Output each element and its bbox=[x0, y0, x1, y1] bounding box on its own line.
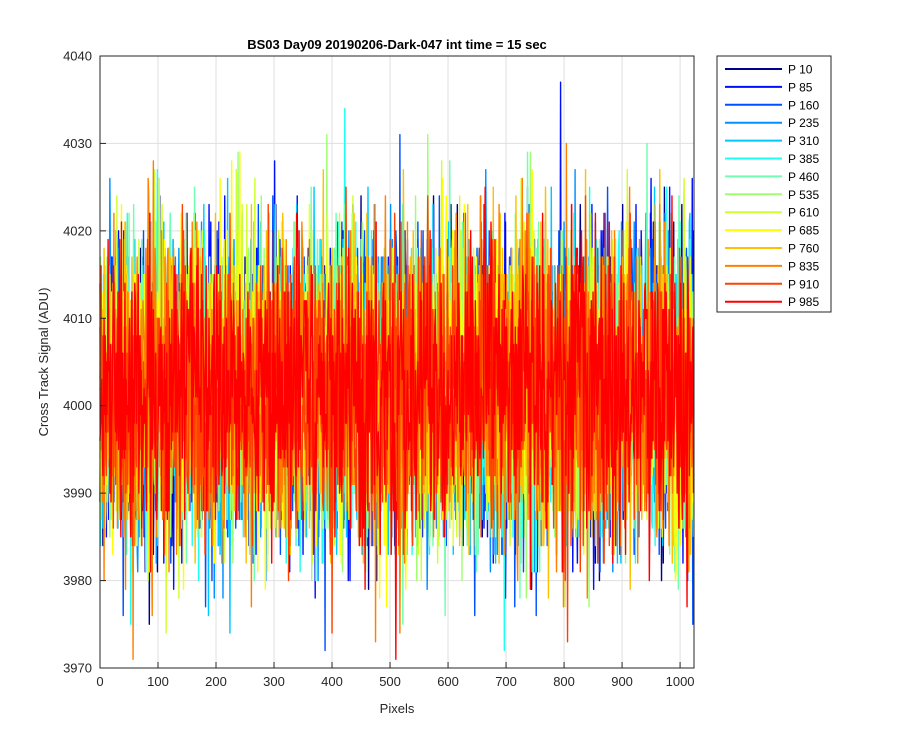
legend-label: P 10 bbox=[788, 63, 813, 77]
legend-label: P 910 bbox=[788, 277, 819, 291]
legend-label: P 310 bbox=[788, 134, 819, 148]
x-tick-label: 900 bbox=[611, 674, 633, 689]
axis-ticks: 0 100 200 300 400 500 600 700 800 900 1000 3970 3980… bbox=[63, 49, 694, 690]
y-tick-label: 3990 bbox=[63, 486, 92, 501]
y-tick-label: 4040 bbox=[63, 49, 92, 64]
x-axis-label: Pixels bbox=[380, 701, 415, 716]
x-tick-label: 800 bbox=[553, 674, 575, 689]
x-tick-label: 300 bbox=[263, 674, 285, 689]
legend-label: P 835 bbox=[788, 259, 819, 273]
chart-title: BS03 Day09 20190206-Dark-047 int time = … bbox=[247, 37, 547, 52]
x-tick-label: 100 bbox=[147, 674, 169, 689]
y-tick-label: 3970 bbox=[63, 661, 92, 676]
legend-label: P 610 bbox=[788, 206, 819, 220]
legend-label: P 460 bbox=[788, 170, 819, 184]
legend-label: P 235 bbox=[788, 116, 819, 130]
legend-label: P 535 bbox=[788, 188, 819, 202]
legend-label: P 160 bbox=[788, 98, 819, 112]
legend-label: P 85 bbox=[788, 80, 813, 94]
y-tick-label: 4000 bbox=[63, 398, 92, 413]
x-tick-label: 700 bbox=[495, 674, 517, 689]
x-tick-label: 200 bbox=[205, 674, 227, 689]
legend: P 10 P 85 P 160 P 235 P 310 P 385 P 460 P 535 P … bbox=[716, 55, 832, 313]
series-line bbox=[99, 186, 695, 660]
x-tick-label: 400 bbox=[321, 674, 343, 689]
x-tick-label: 500 bbox=[379, 674, 401, 689]
y-tick-label: 4020 bbox=[63, 223, 92, 238]
legend-label: P 985 bbox=[788, 295, 819, 309]
legend-items: P 10 P 85 P 160 P 235 P 310 P 385 P 460 P 535 P … bbox=[725, 63, 819, 309]
plot-frame bbox=[99, 55, 695, 669]
y-tick-label: 4010 bbox=[63, 311, 92, 326]
legend-label: P 385 bbox=[788, 152, 819, 166]
legend-label: P 760 bbox=[788, 242, 819, 256]
y-tick-label: 3980 bbox=[63, 573, 92, 588]
y-tick-label: 4030 bbox=[63, 136, 92, 151]
x-tick-label: 600 bbox=[437, 674, 459, 689]
legend-label: P 685 bbox=[788, 224, 819, 238]
x-tick-label: 1000 bbox=[666, 674, 695, 689]
legend-box bbox=[716, 55, 832, 313]
x-tick-label: 0 bbox=[96, 674, 103, 689]
y-axis-label: Cross Track Signal (ADU) bbox=[36, 288, 51, 437]
series-lines bbox=[99, 81, 695, 660]
